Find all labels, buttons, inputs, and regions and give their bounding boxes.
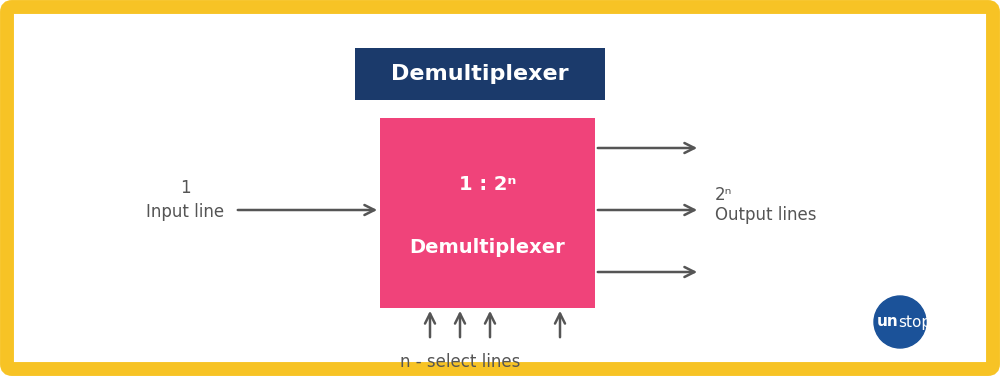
Text: 2ⁿ: 2ⁿ — [715, 186, 732, 204]
Text: Demultiplexer: Demultiplexer — [410, 238, 565, 257]
Text: Output lines: Output lines — [715, 206, 816, 224]
Text: Demultiplexer: Demultiplexer — [391, 64, 569, 84]
Text: 1 : 2ⁿ: 1 : 2ⁿ — [459, 175, 516, 194]
Text: stop: stop — [898, 314, 931, 329]
Circle shape — [874, 296, 926, 348]
FancyBboxPatch shape — [355, 48, 605, 100]
Text: n - select lines: n - select lines — [400, 353, 520, 371]
Text: Input line: Input line — [146, 203, 224, 221]
Text: 1: 1 — [180, 179, 190, 197]
FancyBboxPatch shape — [7, 7, 993, 369]
Text: un: un — [876, 314, 898, 329]
FancyBboxPatch shape — [380, 118, 595, 308]
